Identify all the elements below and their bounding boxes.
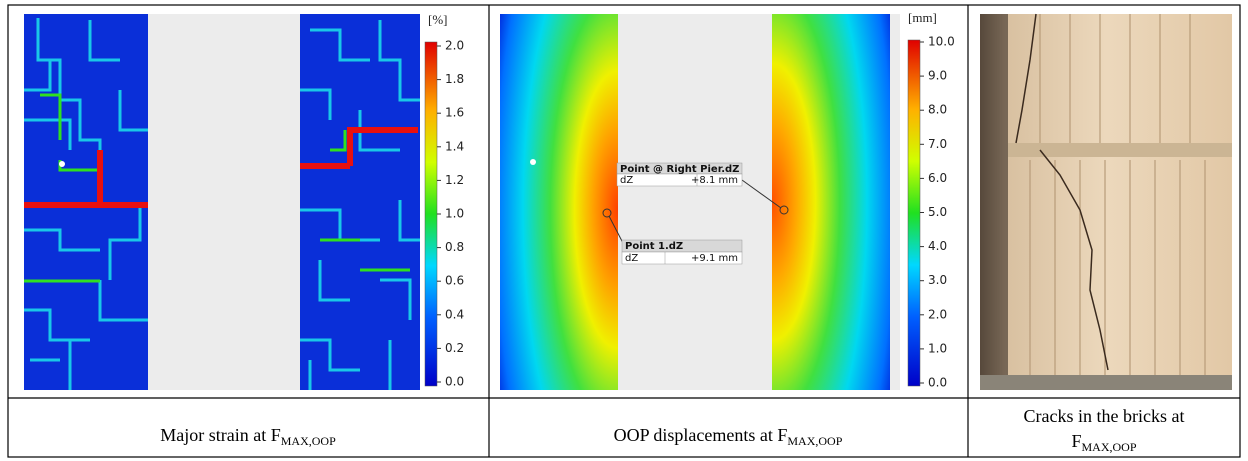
colorbar-tick-label: 5.0	[928, 205, 947, 219]
colorbar-tick-label: 0.8	[445, 240, 464, 254]
colorbar-tick-label: 2.0	[928, 307, 947, 321]
colorbar-tick-label: 1.6	[445, 106, 464, 120]
colorbar-tick-label: 1.0	[445, 207, 464, 221]
colorbar-tick-label: 4.0	[928, 239, 947, 253]
colorbar-tick-label: 1.0	[928, 341, 947, 355]
caption: Major strain at FMAX,OOP	[160, 425, 336, 448]
annotation: Point 1.dZ dZ +9.1 mm	[621, 239, 743, 265]
colorbar-tick-label: 1.4	[445, 139, 464, 153]
annotation-value: +8.1 mm	[691, 175, 738, 186]
colorbar-tick-label: 6.0	[928, 171, 947, 185]
caption-subscript: MAX,OOP	[787, 434, 842, 448]
colorbar-tick-label: 0.4	[445, 307, 464, 321]
colorbar-tick-label: 1.8	[445, 72, 464, 86]
annotation: Point @ Right Pier.dZ dZ +8.1 mm	[616, 162, 743, 187]
caption-subscript: MAX,OOP	[281, 434, 336, 448]
colorbar-tick-label: 3.0	[928, 273, 947, 287]
colorbar-ticks: 2.0 1.8 1.6 1.4 1.2 1.0 0.8 0.6 0.4 0.2 0.0	[437, 39, 464, 389]
colorbar-tick-label: 1.2	[445, 173, 464, 187]
colorbar-tick-label: 10.0	[928, 35, 955, 49]
photo	[980, 13, 1232, 390]
caption: Cracks in the bricks at	[1024, 406, 1185, 426]
colorbar-tick-label: 7.0	[928, 137, 947, 151]
colorbar-tick-label: 8.0	[928, 103, 947, 117]
caption-subscript: MAX,OOP	[1082, 440, 1137, 454]
caption-text: OOP displacements at F	[614, 425, 788, 445]
colorbar-tick-label: 0.0	[445, 375, 464, 389]
displacement-map	[500, 14, 900, 390]
annotation-label: dZ	[625, 253, 638, 264]
colorbar-tick-label: 9.0	[928, 69, 947, 83]
colorbar-ticks: 10.0 9.0 8.0 7.0 6.0 5.0 4.0 3.0 2.0 1.0 0.0	[920, 35, 955, 390]
colorbar-tick-label: 0.2	[445, 341, 464, 355]
strain-map	[24, 14, 420, 390]
caption-text: F	[1071, 431, 1081, 451]
annotation-value: +9.1 mm	[691, 253, 738, 264]
annotation-title: Point @ Right Pier.dZ	[620, 164, 739, 175]
table-border	[7, 4, 1241, 458]
colorbar-unit: [%]	[428, 12, 448, 27]
colorbar	[424, 41, 438, 387]
annotation-label: dZ	[620, 175, 633, 186]
colorbar	[907, 39, 921, 387]
colorbar-tick-label: 2.0	[445, 39, 464, 53]
caption: OOP displacements at FMAX,OOP	[614, 425, 843, 448]
caption: FMAX,OOP	[1071, 431, 1136, 454]
colorbar-unit: [mm]	[908, 10, 937, 25]
colorbar-tick-label: 0.0	[928, 376, 947, 390]
annotation-title: Point 1.dZ	[625, 241, 683, 252]
caption-text: Major strain at F	[160, 425, 280, 445]
colorbar-tick-label: 0.6	[445, 274, 464, 288]
